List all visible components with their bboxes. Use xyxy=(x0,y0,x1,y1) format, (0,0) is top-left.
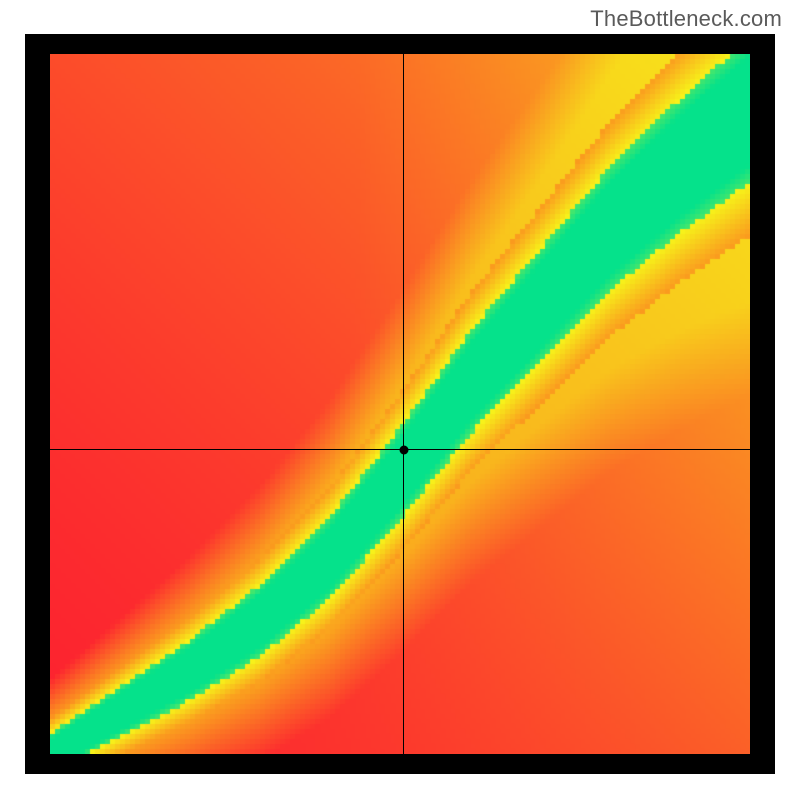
chart-container: TheBottleneck.com xyxy=(0,0,800,800)
plot-area xyxy=(50,54,750,754)
heatmap-canvas xyxy=(50,54,750,754)
plot-frame xyxy=(25,34,775,774)
watermark-text: TheBottleneck.com xyxy=(590,6,782,32)
